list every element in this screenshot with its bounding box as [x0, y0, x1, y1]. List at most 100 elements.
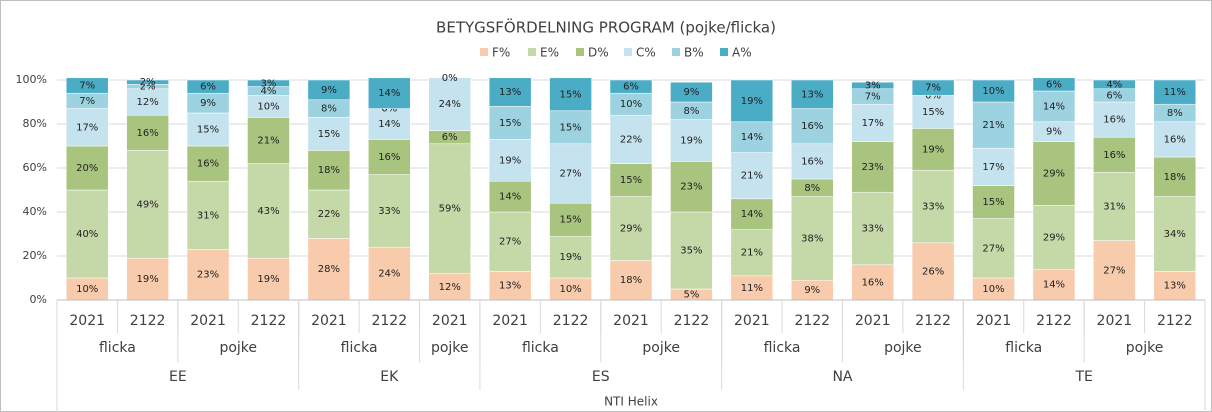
legend-swatch: [720, 48, 728, 56]
bar-segment: [1032, 141, 1076, 206]
data-label: 14%: [499, 192, 521, 203]
x-tick-label: 2122: [1157, 313, 1193, 329]
bar-segment: [549, 235, 592, 279]
data-label: 23%: [680, 182, 702, 193]
bar-segment: [126, 88, 169, 116]
bar-segment: [609, 260, 653, 301]
data-label: 2%: [140, 82, 156, 93]
bar-segment: [911, 242, 955, 301]
data-label: 34%: [1164, 229, 1186, 240]
data-label: 23%: [862, 162, 884, 173]
data-label: 33%: [862, 224, 884, 235]
bar-segment: [972, 147, 1015, 186]
data-label: 9%: [804, 285, 820, 296]
legend-label: B%: [684, 46, 704, 60]
x-tick-label: 2122: [251, 313, 287, 329]
bar-segment: [1153, 121, 1197, 158]
x-tick-label: 2122: [1036, 313, 1072, 329]
bar-segment: [730, 79, 774, 123]
data-label: 0%: [925, 90, 941, 101]
bar-segment: [1093, 172, 1136, 241]
data-label: 19%: [137, 274, 159, 285]
bar-segment: [307, 238, 351, 301]
x-tick-label: 2021: [613, 313, 649, 329]
data-label: 38%: [801, 233, 823, 244]
bar-segment: [609, 79, 653, 94]
data-label: 6%: [200, 82, 216, 93]
data-label: 10%: [257, 101, 279, 112]
bar-segment: [670, 81, 713, 103]
bar-segment: [972, 79, 1015, 103]
data-label: 14%: [378, 88, 400, 99]
data-label: 16%: [1103, 115, 1125, 126]
data-label: 16%: [1164, 134, 1186, 145]
data-label: 49%: [137, 199, 159, 210]
data-label: 28%: [318, 264, 340, 275]
bar-segment: [65, 189, 109, 279]
bar-segment: [186, 145, 230, 182]
data-label: 8%: [1167, 108, 1183, 119]
data-label: 23%: [197, 270, 219, 281]
data-label: 13%: [499, 87, 521, 98]
data-label: 16%: [1103, 150, 1125, 161]
data-label: 13%: [499, 281, 521, 292]
bar-segment: [549, 77, 592, 112]
data-label: 19%: [922, 144, 944, 155]
data-label: 20%: [76, 163, 98, 174]
x-tick-label: 2021: [311, 313, 347, 329]
data-label: 21%: [741, 248, 763, 259]
programs-label: ES: [592, 369, 610, 385]
legend-label: F%: [492, 46, 510, 60]
bar-segment: [549, 110, 592, 145]
data-label: 19%: [257, 274, 279, 285]
y-tick-label: 40%: [23, 205, 47, 218]
programs-label: NA: [832, 369, 852, 385]
x-tick-label: 2021: [855, 313, 891, 329]
legend-label: E%: [540, 46, 559, 60]
x-tick-label: 2021: [190, 313, 226, 329]
bar-segment: [851, 81, 894, 90]
bar-segment: [488, 77, 532, 107]
data-label: 33%: [378, 206, 400, 217]
bar-segment: [307, 150, 351, 191]
data-label: 40%: [76, 229, 98, 240]
x-tick-label: 2021: [1097, 313, 1133, 329]
data-label: 13%: [1164, 281, 1186, 292]
legend-swatch: [624, 48, 632, 56]
bar-segment: [609, 114, 653, 164]
x-tick-label: 2122: [794, 313, 830, 329]
legend-label: A%: [732, 46, 752, 60]
data-label: 13%: [801, 89, 823, 100]
data-label: 8%: [321, 104, 337, 115]
data-label: 19%: [499, 155, 521, 166]
bar-segment: [1032, 268, 1076, 301]
data-label: 10%: [76, 284, 98, 295]
bar-segment: [488, 106, 532, 140]
data-label: 17%: [982, 162, 1004, 173]
data-label: 11%: [741, 283, 763, 294]
x-tick-label: 2122: [553, 313, 589, 329]
legend-swatch: [528, 48, 536, 56]
genders-label: flicka: [522, 340, 559, 356]
bar-segment: [1032, 90, 1076, 123]
bar-segment: [1153, 79, 1197, 105]
bar-segment: [65, 108, 109, 147]
bar-segment: [549, 202, 592, 237]
data-label: 59%: [439, 204, 461, 215]
data-label: 0%: [442, 73, 458, 84]
bar-segment: [851, 191, 894, 266]
x-tick-label: 2021: [69, 313, 105, 329]
data-label: 26%: [922, 266, 944, 277]
x-tick-label: 2122: [915, 313, 951, 329]
bar-segment: [126, 79, 169, 85]
bar-segment: [791, 143, 834, 180]
bar-segment: [911, 128, 955, 171]
bar-segment: [851, 141, 894, 193]
data-label: 12%: [137, 97, 159, 108]
bar-segment: [247, 163, 290, 259]
data-label: 4%: [1106, 79, 1122, 90]
data-label: 15%: [559, 122, 581, 133]
bar-segment: [428, 143, 471, 274]
x-tick-label: 2122: [674, 313, 710, 329]
